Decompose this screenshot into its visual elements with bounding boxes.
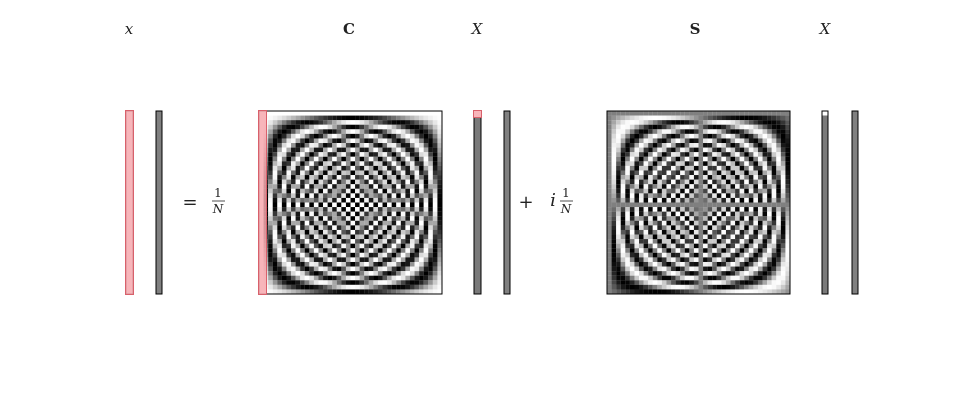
label-X-first: X bbox=[471, 20, 484, 38]
highlight-X-top-cell bbox=[473, 110, 482, 118]
sine-matrix-border bbox=[606, 110, 791, 295]
vector-X-first-gray bbox=[503, 110, 511, 295]
equals-sign: = bbox=[182, 192, 197, 213]
imaginary-unit: i bbox=[550, 190, 556, 211]
vector-X-first bbox=[473, 110, 482, 295]
fraction-numerator-2: 1 bbox=[562, 186, 570, 200]
vector-X-second bbox=[821, 110, 829, 295]
label-x: x bbox=[125, 20, 134, 38]
fraction-numerator: 1 bbox=[214, 186, 222, 200]
fraction-one-over-n-first: 1 N bbox=[212, 186, 225, 216]
cosine-matrix bbox=[259, 111, 443, 295]
label-sine-matrix: S bbox=[690, 20, 701, 38]
vector-x-gray bbox=[155, 110, 163, 295]
label-X-second: X bbox=[819, 20, 832, 38]
fraction-denominator-2: N bbox=[560, 202, 572, 216]
vector-X-second-gray bbox=[851, 110, 859, 295]
fraction-denominator: N bbox=[212, 202, 224, 216]
plus-sign: + bbox=[518, 192, 533, 213]
sine-matrix bbox=[607, 111, 791, 295]
fraction-one-over-n-second: 1 N bbox=[560, 186, 573, 216]
highlight-cosine-column bbox=[258, 110, 267, 295]
highlight-x-column bbox=[125, 110, 134, 295]
vector-x bbox=[125, 110, 134, 295]
label-cosine-matrix: C bbox=[343, 20, 355, 38]
